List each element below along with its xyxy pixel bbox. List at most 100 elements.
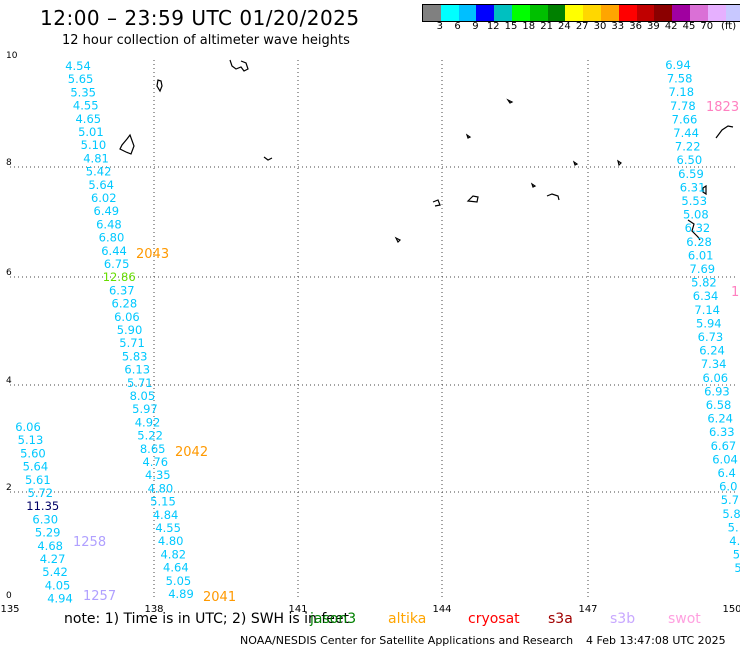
track-a-value: 6.06 xyxy=(114,310,140,324)
track-a-value: 5.65 xyxy=(68,72,94,86)
track-a-value: 6.49 xyxy=(94,204,120,218)
track-a-value: 4.82 xyxy=(160,547,186,561)
legend-value: 27 xyxy=(575,21,589,32)
track-a-value: 4.65 xyxy=(75,112,101,126)
island-outline xyxy=(156,79,163,93)
track-c-value: 4. xyxy=(729,534,740,548)
legend-value: 6 xyxy=(454,21,461,32)
island-outline xyxy=(546,193,560,201)
legend-swatch xyxy=(511,5,530,21)
x-tick-label: 144 xyxy=(432,604,451,615)
track-a-value: 8.05 xyxy=(130,389,156,403)
track-a-value: 5.05 xyxy=(166,574,192,588)
track-a-value: 5.97 xyxy=(132,402,158,416)
track-c-value: 6.33 xyxy=(709,425,735,439)
legend-value: 24 xyxy=(558,21,571,32)
y-tick-label: 0 xyxy=(6,591,12,601)
track-a-value: 6.75 xyxy=(104,257,130,271)
track-a-value: 4.76 xyxy=(142,455,168,469)
legend-swatch xyxy=(618,5,637,21)
track-c-value: 7.34 xyxy=(701,357,727,371)
track-c-value: 6.34 xyxy=(693,289,719,303)
track-c-value: 7.66 xyxy=(672,112,698,126)
track-a-value: 5.83 xyxy=(122,349,148,363)
legend-swatch xyxy=(458,5,477,21)
island-outline xyxy=(263,156,273,161)
island-outline xyxy=(465,133,472,139)
track-a-value: 4.80 xyxy=(158,534,184,548)
legend-value: 18 xyxy=(522,21,536,32)
track-a-value: 5.15 xyxy=(150,495,176,509)
legend-value: 9 xyxy=(472,21,479,32)
satellite-swot-label: swot xyxy=(668,611,701,627)
island-outline xyxy=(506,98,514,104)
track-a-value: 6.44 xyxy=(101,244,127,258)
track-labels: 4.545.655.354.554.655.015.104.815.425.64… xyxy=(15,58,740,606)
track-b-value: 6.06 xyxy=(15,420,41,434)
track-c-value: 5. xyxy=(728,520,739,534)
legend-value: 70 xyxy=(700,21,714,32)
track-c-value: 6.28 xyxy=(686,235,712,249)
track-b-value: 5.60 xyxy=(20,446,46,460)
track-a-value: 5.71 xyxy=(127,376,153,390)
track-a-value: 4.64 xyxy=(163,561,189,575)
units-note: note: 1) Time is in UTC; 2) SWH is in fe… xyxy=(64,611,350,627)
track-c-value: 6.4 xyxy=(718,466,736,480)
legend-value: (ft) xyxy=(721,21,737,32)
legend-value: 33 xyxy=(611,21,625,32)
track-c-value: 6.01 xyxy=(688,248,714,262)
track-a-value: 4.92 xyxy=(135,415,161,429)
track-c-value: 7.78 xyxy=(670,99,696,113)
legend-swatch xyxy=(423,5,441,21)
island-outline xyxy=(229,59,249,72)
track-a-value: 6.02 xyxy=(91,191,117,205)
track-a-value: 6.37 xyxy=(109,283,135,297)
track-c-value: 5 xyxy=(734,561,740,575)
island-outline xyxy=(617,159,622,167)
track-c-value: 6.58 xyxy=(706,398,732,412)
x-tick-label: 150 xyxy=(722,604,740,615)
track-c-value: 5 xyxy=(733,548,740,562)
footer-timestamp: 4 Feb 13:47:08 UTC 2025 xyxy=(586,634,726,647)
legend-value: 39 xyxy=(647,21,660,32)
track-b-value: 5.72 xyxy=(28,486,54,500)
y-axis-ticks: 0 2 4 6 8 10 xyxy=(6,51,18,601)
track-c-value: 5.94 xyxy=(696,316,722,330)
track-c-value: 6.73 xyxy=(698,330,724,344)
x-tick-label: 135 xyxy=(0,604,19,615)
satellite-altika-label: altika xyxy=(388,611,427,627)
track-c-value: 6.93 xyxy=(704,384,730,398)
track-b-value: 5.29 xyxy=(35,526,61,540)
pass-time-label: 1 xyxy=(731,285,739,300)
track-c-value: 5.7 xyxy=(721,493,739,507)
track-b-value: 6.30 xyxy=(32,512,58,526)
track-b-value: 4.27 xyxy=(40,552,66,566)
satellite-cryosat-label: cryosat xyxy=(468,611,520,627)
track-c-value: 6.50 xyxy=(677,153,703,167)
track-c-value: 6.04 xyxy=(712,452,738,466)
track-a-value: 4.84 xyxy=(153,508,179,522)
track-a-value: 4.55 xyxy=(155,521,181,535)
legend-swatch xyxy=(565,5,584,21)
legend-value: 15 xyxy=(504,21,518,32)
pass-time-labels: 2043 2042 2041 1258 1257 1823 1 xyxy=(73,100,739,605)
legend-swatch xyxy=(529,5,548,21)
satellite-jason3-label: jason3 xyxy=(310,611,357,627)
track-c-value: 6.0 xyxy=(719,480,737,494)
legend-swatch xyxy=(476,5,495,21)
track-c-value: 5.08 xyxy=(683,208,709,222)
pass-time-label: 2042 xyxy=(175,445,208,460)
pass-time-label: 1823 xyxy=(706,100,739,115)
track-a-value: 6.80 xyxy=(99,231,125,245)
island-outline xyxy=(466,195,479,203)
y-tick-label: 8 xyxy=(6,158,12,168)
track-a-value: 4.89 xyxy=(168,587,194,601)
track-c-value: 6.32 xyxy=(685,221,711,235)
island-outline xyxy=(432,199,441,207)
legend-swatch xyxy=(547,5,566,21)
island-outline xyxy=(530,182,537,188)
track-a-value: 4.54 xyxy=(65,59,91,73)
track-c-value: 7.22 xyxy=(675,140,701,154)
x-tick-label: 141 xyxy=(288,604,307,615)
track-b-value: 5.42 xyxy=(42,565,68,579)
